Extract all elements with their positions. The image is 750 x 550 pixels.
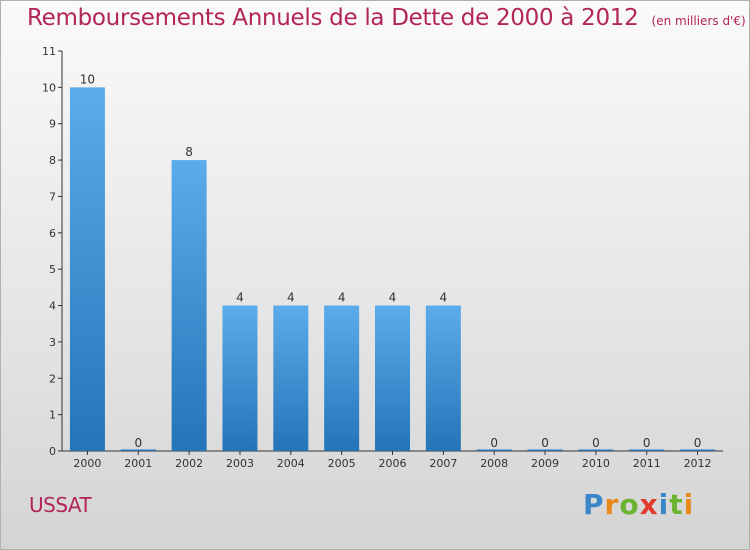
- x-tick-label: 2004: [277, 457, 305, 470]
- logo-letter: t: [669, 488, 684, 521]
- y-tick-label: 8: [49, 154, 56, 167]
- logo-letter: P: [583, 488, 605, 521]
- data-label: 0: [592, 436, 600, 450]
- chart-subtitle: (en milliers d'€): [651, 14, 746, 28]
- bar-2001: [120, 449, 156, 451]
- bar-2010: [578, 449, 614, 451]
- bar-2011: [629, 449, 665, 451]
- data-label: 0: [541, 436, 549, 450]
- data-label: 4: [236, 291, 244, 305]
- x-tick-label: 2002: [175, 457, 203, 470]
- y-tick-labels: 0 1 2 3 4 5 6 7 8 9 10 11: [42, 45, 56, 458]
- proxiti-logo[interactable]: Proxiti: [583, 488, 694, 521]
- title-row: Remboursements Annuels de la Dette de 20…: [27, 5, 746, 31]
- x-tick-label: 2007: [429, 457, 457, 470]
- x-tick-label: 2001: [124, 457, 152, 470]
- y-tick-label: 6: [49, 227, 56, 240]
- bar-2006: [375, 305, 410, 451]
- logo-letter: i: [658, 488, 670, 521]
- data-label: 10: [80, 72, 95, 86]
- bars: [69, 87, 716, 451]
- bar-2012: [680, 449, 716, 451]
- y-tick-label: 2: [49, 372, 56, 385]
- x-tick-label: 2008: [480, 457, 508, 470]
- x-tick-label: 2006: [379, 457, 407, 470]
- data-label: 8: [185, 145, 193, 159]
- bar-2002: [171, 160, 207, 451]
- bar-2003: [222, 305, 258, 451]
- y-tick-label: 5: [49, 263, 56, 276]
- chart-title: Remboursements Annuels de la Dette de 20…: [27, 5, 639, 31]
- data-label: 0: [490, 436, 498, 450]
- bar-2004: [273, 305, 309, 451]
- logo-letter: x: [639, 488, 659, 521]
- bar-2009: [527, 449, 563, 451]
- x-tick-labels: 2000 2001 2002 2003 2004 2005 2006 2007 2008 2009…: [73, 457, 711, 470]
- bar-2008: [476, 449, 512, 451]
- bar-2000: [69, 87, 105, 451]
- data-label: 0: [694, 436, 702, 450]
- y-tick-label: 7: [49, 190, 56, 203]
- bar-2005: [324, 305, 360, 451]
- bar-2007: [425, 305, 461, 451]
- y-tick-label: 10: [42, 81, 56, 94]
- commune-name: USSAT: [29, 493, 92, 517]
- data-labels: 10 0 8 4 4 4 4 4 0 0 0 0 0: [80, 72, 702, 450]
- data-label: 0: [643, 436, 651, 450]
- y-tick-label: 4: [49, 300, 56, 313]
- logo-letter: i: [683, 488, 695, 521]
- x-tick-label: 2010: [582, 457, 610, 470]
- y-tick-label: 11: [42, 45, 56, 58]
- logo-letter: o: [619, 488, 640, 521]
- x-tick-label: 2012: [684, 457, 712, 470]
- data-label: 4: [338, 291, 346, 305]
- x-tick-label: 2003: [226, 457, 254, 470]
- y-tick-label: 1: [49, 409, 56, 422]
- x-tick-label: 2005: [328, 457, 356, 470]
- logo-letter: r: [604, 488, 620, 521]
- x-tick-label: 2009: [531, 457, 559, 470]
- x-tick-label: 2011: [633, 457, 661, 470]
- data-label: 0: [134, 436, 142, 450]
- data-label: 4: [389, 291, 397, 305]
- data-label: 4: [440, 291, 448, 305]
- y-tick-label: 0: [49, 445, 56, 458]
- data-label: 4: [287, 291, 295, 305]
- y-tick-label: 9: [49, 118, 56, 131]
- y-tick-label: 3: [49, 336, 56, 349]
- x-tick-label: 2000: [73, 457, 101, 470]
